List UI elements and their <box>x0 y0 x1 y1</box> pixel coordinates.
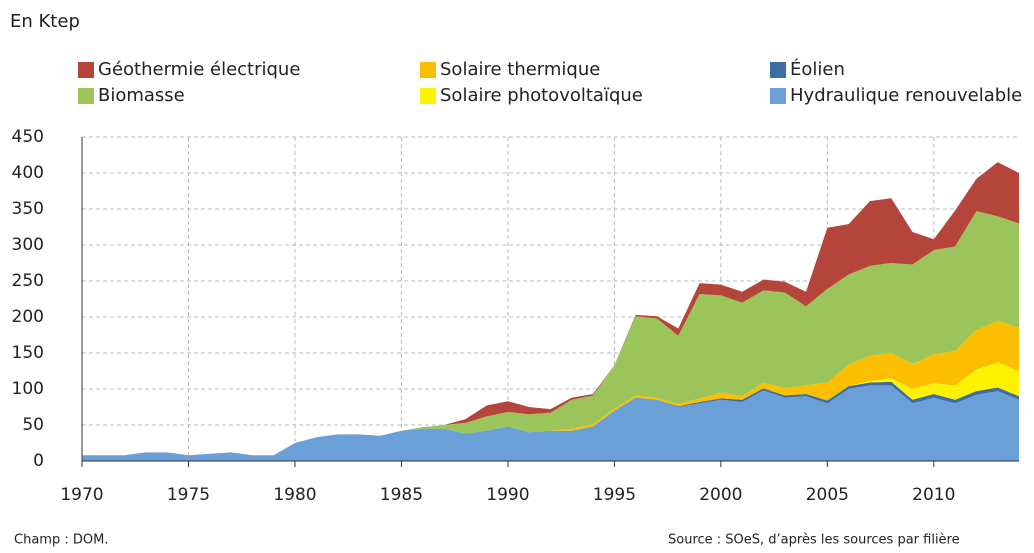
y-tick-label: 0 <box>33 451 44 471</box>
area <box>82 320 1019 456</box>
area <box>82 211 1019 456</box>
x-tick-label: 1990 <box>486 485 529 505</box>
y-tick-label: 450 <box>12 127 44 147</box>
legend-label: Biomasse <box>98 85 185 106</box>
y-tick-label: 100 <box>12 379 44 399</box>
legend-swatch <box>420 62 436 78</box>
legend-label: Géothermie électrique <box>98 59 300 80</box>
x-tick-label: 1975 <box>167 485 210 505</box>
y-tick-label: 150 <box>12 343 44 363</box>
area <box>82 385 1019 461</box>
y-tick-label: 350 <box>12 199 44 219</box>
x-tick-label: 1970 <box>60 485 103 505</box>
unit-label: En Ktep <box>10 11 80 32</box>
legend-swatch <box>770 88 786 104</box>
y-tick-label: 50 <box>22 415 44 435</box>
x-tick-label: 2005 <box>806 485 849 505</box>
x-tick-label: 1995 <box>593 485 636 505</box>
legend-swatch <box>78 62 94 78</box>
y-tick-label: 200 <box>12 307 44 327</box>
y-tick-label: 300 <box>12 235 44 255</box>
legend-swatch <box>420 88 436 104</box>
y-tick-label: 250 <box>12 271 44 291</box>
legend-label: Solaire photovoltaïque <box>440 85 643 106</box>
legend-label: Solaire thermique <box>440 59 600 80</box>
note: Champ : DOM. <box>14 533 108 548</box>
legend-swatch <box>770 62 786 78</box>
x-tick-label: 1980 <box>273 485 316 505</box>
y-tick-label: 400 <box>12 163 44 183</box>
source: Source : SOeS, d’après les sources par f… <box>668 533 960 548</box>
legend-swatch <box>78 88 94 104</box>
x-tick-label: 1985 <box>380 485 423 505</box>
x-tick-label: 2000 <box>699 485 742 505</box>
legend-label: Hydraulique renouvelable <box>790 85 1022 106</box>
x-tick-label: 2010 <box>912 485 955 505</box>
legend-label: Éolien <box>790 58 845 80</box>
